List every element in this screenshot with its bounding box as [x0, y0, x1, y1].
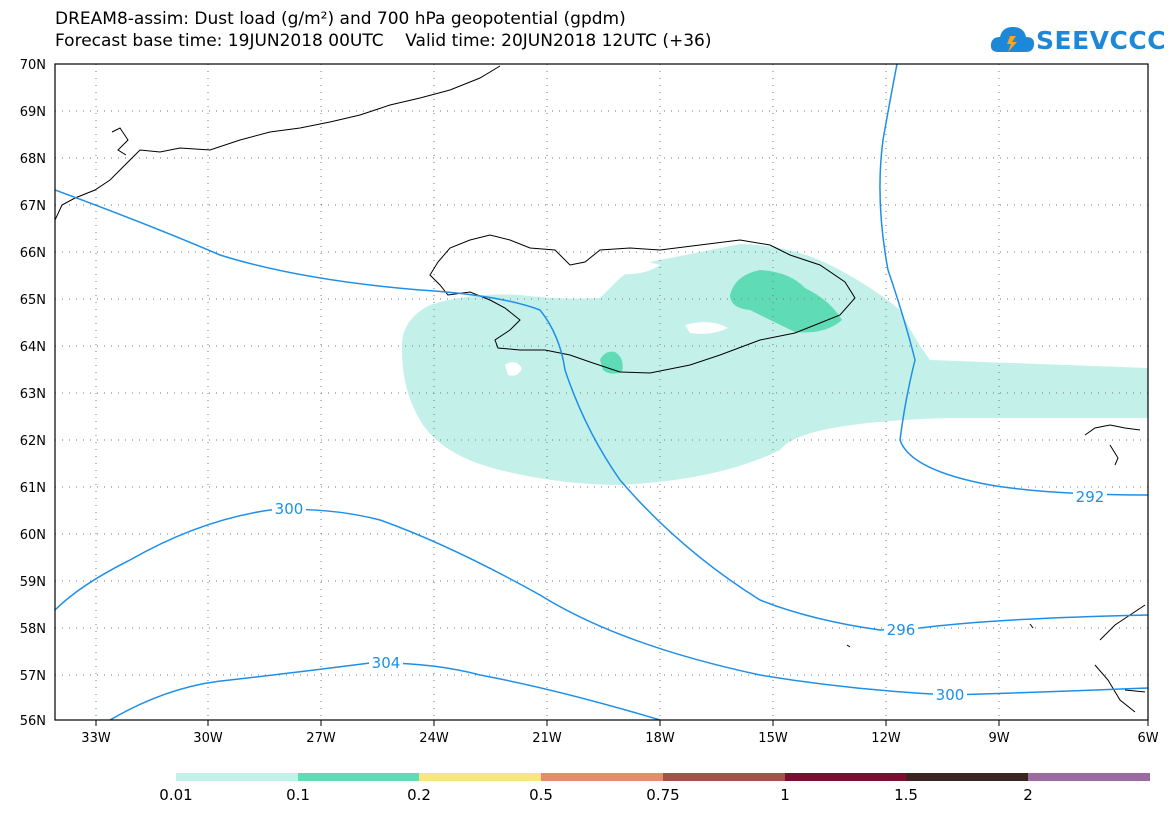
lat-label: 60N [20, 528, 46, 543]
colorbar-segment [419, 773, 541, 781]
lat-label: 70N [20, 58, 46, 73]
contour-label: 296 [887, 621, 916, 639]
lon-label: 6W [1137, 731, 1158, 746]
lat-label: 67N [20, 199, 46, 214]
colorbar-label: 0.5 [529, 786, 553, 804]
lat-label: 56N [20, 714, 46, 729]
dust-hole [505, 362, 522, 376]
colorbar-label: 1.5 [894, 786, 918, 804]
lon-label: 24W [419, 731, 449, 746]
cloud-icon [990, 27, 1035, 52]
dust-area-medium [600, 351, 623, 374]
axis-ticks [95, 720, 1149, 726]
map-subtitle: Forecast base time: 19JUN2018 00UTC Vali… [55, 31, 712, 51]
seevccc-logo: SEEVCCC [988, 22, 1166, 60]
lat-label: 59N [20, 575, 46, 590]
lat-label: 61N [20, 481, 46, 496]
lat-label: 66N [20, 246, 46, 261]
lon-label: 9W [988, 731, 1009, 746]
colorbar-segment [785, 773, 906, 781]
dust-area-medium [730, 270, 842, 333]
colorbar-label: 2 [1023, 786, 1033, 804]
lon-label: 33W [81, 731, 111, 746]
colorbar-label: 0.01 [159, 786, 193, 804]
map-frame [54, 63, 1149, 721]
lat-label: 58N [20, 622, 46, 637]
lat-label: 65N [20, 293, 46, 308]
colorbar-label: 1 [780, 786, 790, 804]
lat-label: 68N [20, 152, 46, 167]
lat-label: 57N [20, 669, 46, 684]
colorbar-segment [1028, 773, 1150, 781]
lat-label: 69N [20, 105, 46, 120]
lon-label: 21W [532, 731, 562, 746]
colorbar-segment [298, 773, 419, 781]
dust-hole [620, 262, 660, 275]
lon-label: 15W [758, 731, 788, 746]
colorbar-segment [906, 773, 1028, 781]
lon-label: 12W [871, 731, 901, 746]
lat-label: 63N [20, 387, 46, 402]
contour-label: 304 [372, 654, 401, 672]
contour-label: 292 [1076, 488, 1105, 506]
grid [55, 64, 1148, 720]
contour-label: 300 [936, 686, 965, 704]
dust-hole [685, 322, 728, 334]
colorbar-label: 0.1 [286, 786, 310, 804]
lon-label: 27W [306, 731, 336, 746]
colorbar-segment [541, 773, 663, 781]
colorbar-label: 0.2 [407, 786, 431, 804]
logo-text: SEEVCCC [1036, 26, 1167, 55]
colorbar-segment [176, 773, 298, 781]
lat-label: 62N [20, 434, 46, 449]
lon-label: 18W [645, 731, 675, 746]
colorbar-segment [663, 773, 785, 781]
lat-label: 64N [20, 340, 46, 355]
contour-label: 300 [275, 500, 304, 518]
colorbar-label: 0.75 [646, 786, 680, 804]
dust-area-light [401, 244, 1148, 485]
lon-label: 30W [193, 731, 223, 746]
map-title: DREAM8-assim: Dust load (g/m²) and 700 h… [55, 9, 626, 29]
